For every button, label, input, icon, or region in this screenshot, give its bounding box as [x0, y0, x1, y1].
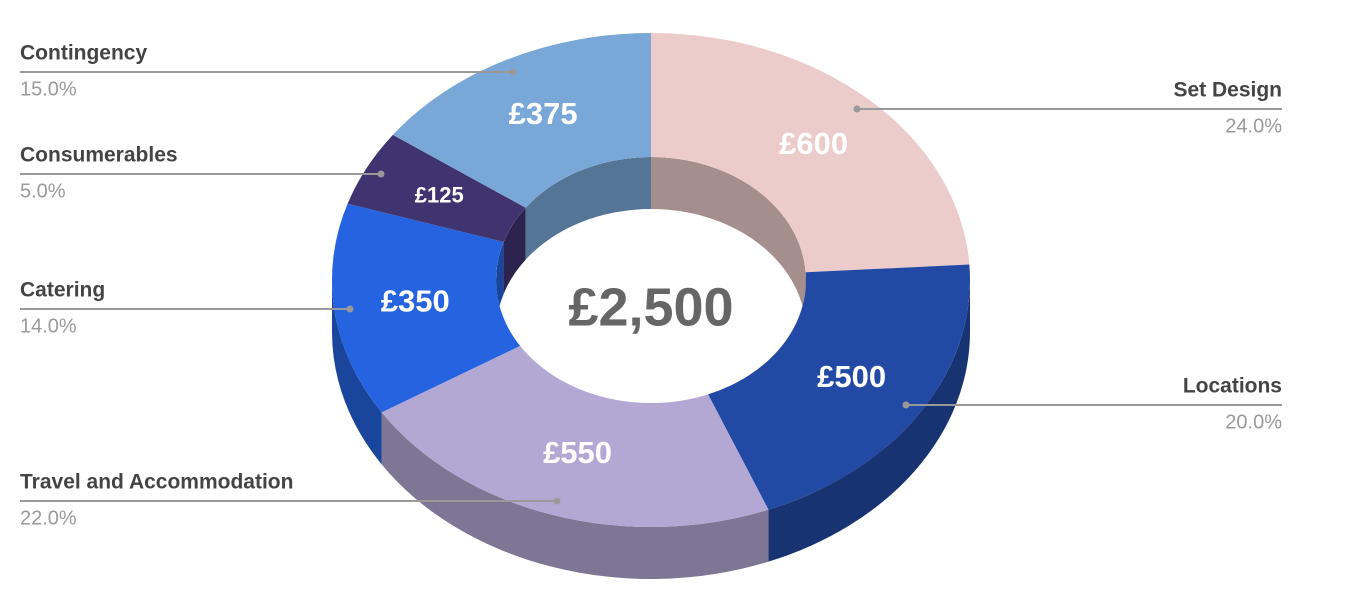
- leader-dot: [346, 305, 354, 313]
- value-label: £350: [381, 283, 450, 318]
- percent-label: 20.0%: [1225, 411, 1282, 433]
- category-label: Catering: [20, 279, 105, 302]
- percent-label: 24.0%: [1225, 115, 1282, 137]
- slice-side: [768, 280, 970, 562]
- value-label: £600: [779, 126, 848, 161]
- slice-side: [381, 412, 769, 579]
- slice-side: [332, 280, 382, 465]
- value-label: £125: [415, 182, 464, 207]
- percent-label: 15.0%: [20, 78, 77, 100]
- category-label: Consumerables: [20, 144, 178, 167]
- labels: Set Design 24.0% Locations 20.0% Travel and …: [20, 42, 1282, 529]
- leader-dot: [853, 105, 861, 113]
- slice-inner-wall: [651, 157, 806, 325]
- value-label: £375: [509, 96, 578, 131]
- slice: [381, 345, 769, 527]
- outer-walls: [332, 280, 970, 579]
- category-label: Set Design: [1173, 79, 1282, 102]
- slice: [332, 203, 521, 413]
- leader-dot: [553, 497, 561, 505]
- value-label: £500: [817, 359, 886, 394]
- leader-dot: [902, 401, 910, 409]
- inner-walls: [496, 157, 806, 332]
- percent-label: 14.0%: [20, 315, 77, 337]
- percent-label: 22.0%: [20, 507, 77, 529]
- slice-inner-wall: [525, 157, 651, 260]
- leader-dot: [377, 170, 385, 178]
- center-label: £2,500: [568, 277, 733, 337]
- value-label: £550: [543, 435, 612, 470]
- category-label: Contingency: [20, 42, 147, 65]
- percent-label: 5.0%: [20, 180, 66, 202]
- slices: £600 £500 £550 £350 £125 £375: [332, 33, 970, 527]
- slice: [708, 264, 970, 510]
- slice: [651, 33, 970, 273]
- leader-dot: [509, 68, 517, 76]
- slice-inner-wall: [503, 207, 526, 294]
- category-label: Travel and Accommodation: [20, 471, 293, 494]
- slice: [347, 134, 526, 242]
- category-label: Locations: [1183, 375, 1282, 398]
- slice: [392, 33, 651, 208]
